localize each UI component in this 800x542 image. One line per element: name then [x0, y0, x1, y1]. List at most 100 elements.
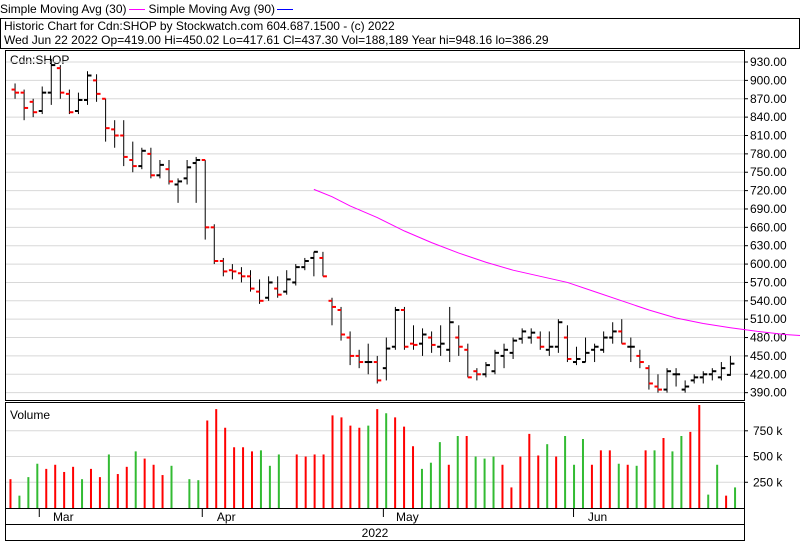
month-label: Mar [53, 510, 74, 524]
month-label: Jun [588, 510, 607, 524]
sma30-legend-swatch [128, 9, 145, 11]
ohlc-bar [509, 337, 518, 359]
price-tick-label: 630.00 [750, 239, 787, 253]
price-tick-label: 870.00 [750, 92, 787, 106]
price-tick-label: 510.00 [750, 312, 787, 326]
ohlc-bar [65, 89, 74, 115]
ohlc-bar [346, 331, 355, 366]
stock-chart: Historic Chart for Cdn:SHOP by Stockwatc… [0, 18, 800, 542]
ohlc-bar [536, 331, 545, 350]
ohlc-bar [518, 328, 527, 344]
ohlc-bar [38, 86, 47, 115]
price-tick-label: 570.00 [750, 275, 787, 289]
ohlc-bar [147, 147, 155, 179]
ohlc-bar [446, 306, 454, 363]
header-box [0, 18, 800, 49]
symbol-label: Cdn:SHOP [10, 53, 69, 67]
price-panel [5, 50, 745, 401]
ohlc-bar [663, 368, 672, 393]
ohlc-bar [600, 331, 608, 353]
ohlc-bar [726, 355, 735, 376]
ohlc-bar [645, 365, 653, 390]
volume-tick-label: 500 k [753, 450, 783, 464]
ohlc-bar [328, 297, 336, 326]
ohlc-bar [210, 224, 219, 265]
ohlc-bar [428, 331, 436, 353]
ohlc-bar [500, 343, 509, 369]
price-gridlines [6, 61, 744, 394]
ohlc-bar [382, 337, 391, 381]
year-label: 2022 [362, 526, 389, 540]
sma30-line [313, 188, 800, 337]
ohlc-bar [618, 319, 626, 345]
legend: Simple Moving Avg (30) Simple Moving Avg … [0, 0, 800, 18]
ohlc-bar [654, 374, 662, 393]
ohlc-bar [455, 325, 463, 356]
ohlc-bar [572, 346, 581, 366]
ohlc-bar [690, 374, 699, 384]
price-tick-label: 600.00 [750, 257, 787, 271]
sma30-legend-label: Simple Moving Avg (30) [0, 2, 127, 16]
ohlc-bar [355, 349, 364, 369]
ohlc-bar [636, 349, 644, 369]
ohlc-bar [473, 368, 481, 381]
ohlc-bar [20, 89, 29, 121]
ohlc-bar [156, 159, 164, 179]
ohlc-bar [527, 328, 536, 344]
price-tick-label: 930.00 [750, 55, 787, 69]
ohlc-bar [419, 328, 427, 356]
month-label: Apr [217, 510, 236, 524]
ohlc-bar [93, 74, 101, 102]
header-line-2: Wed Jun 22 2022 Op=419.00 Hi=450.02 Lo=4… [4, 33, 549, 47]
ohlc-bar [708, 368, 717, 381]
ohlc-bar [582, 337, 590, 364]
ohlc-bar [717, 362, 726, 381]
volume-bars [9, 405, 737, 508]
ohlc-bar [554, 319, 563, 353]
price-tick-label: 840.00 [750, 110, 787, 124]
ohlc-bar [301, 257, 309, 271]
ohlc-bar [29, 98, 38, 118]
volume-title: Volume [10, 408, 50, 422]
sma90-legend-swatch [277, 9, 294, 11]
ohlc-bar [219, 257, 228, 277]
price-tick-label: 720.00 [750, 184, 787, 198]
ohlc-bar [201, 158, 210, 240]
ohlc-bar [129, 141, 137, 173]
price-tick-label: 660.00 [750, 220, 787, 234]
ohlc-bar [609, 322, 617, 344]
ohlc-bar [192, 156, 201, 203]
ohlc-bar [681, 380, 690, 393]
ohlc-bar [120, 120, 128, 167]
ohlc-bar [102, 97, 110, 142]
price-tick-label: 420.00 [750, 367, 787, 381]
price-y-axis: 930.00 900.00 870.00 840.00 810.00 780.00 750.… [744, 55, 787, 400]
ohlc-bar [437, 325, 445, 356]
price-tick-label: 900.00 [750, 73, 787, 87]
volume-y-axis: 750 k 500 k 250 k [744, 424, 783, 489]
ohlc-bar [591, 343, 599, 363]
ohlc-bar [56, 65, 65, 99]
ohlc-bar [699, 371, 708, 384]
volume-panel [5, 402, 745, 509]
ohlc-bar [237, 267, 246, 283]
ohlc-bar [246, 270, 255, 292]
ohlc-bar [256, 279, 264, 304]
ohlc-bar [74, 92, 83, 115]
ohlc-bar [563, 325, 572, 363]
sma90-legend-label: Simple Moving Avg (90) [148, 2, 276, 16]
ohlc-bar [491, 349, 499, 375]
price-tick-label: 450.00 [750, 349, 787, 363]
ohlc-bar [400, 306, 409, 350]
price-tick-label: 750.00 [750, 165, 787, 179]
ohlc-bar [265, 276, 273, 301]
ohlc-bar [183, 159, 192, 185]
ohlc-bar [11, 83, 20, 99]
ohlc-bar [627, 337, 635, 363]
ohlc-bar [545, 331, 554, 356]
ohlc-bar [409, 325, 418, 350]
header-line-1: Historic Chart for Cdn:SHOP by Stockwatc… [4, 19, 395, 33]
ohlc-bar [364, 343, 373, 375]
ohlc-bar [373, 355, 382, 384]
volume-tick-label: 250 k [753, 475, 783, 489]
